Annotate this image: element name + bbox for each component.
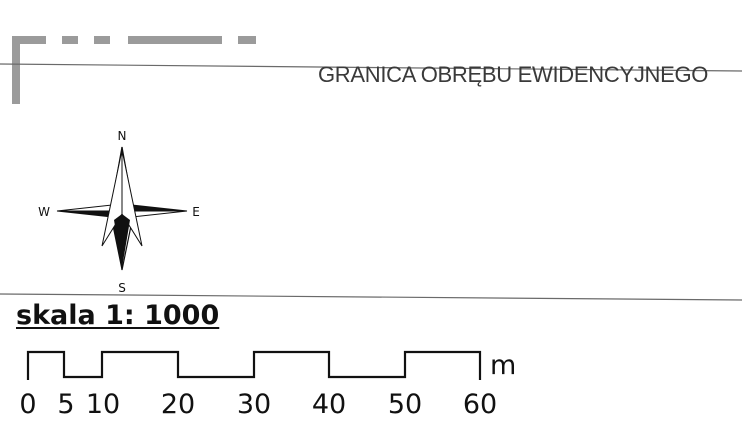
boundary-symbol xyxy=(12,36,256,104)
scale-tick-label: 30 xyxy=(236,389,272,420)
separator-line-middle xyxy=(0,293,742,301)
boundary-symbol-horizontal xyxy=(12,36,46,44)
compass-north-label: N xyxy=(118,129,127,143)
scale-tick-label: 10 xyxy=(85,389,121,420)
scale-title: skala 1: 1000 xyxy=(16,300,220,331)
boundary-dash xyxy=(238,36,256,44)
scale-tick-label: 0 xyxy=(19,389,37,420)
boundary-dash xyxy=(94,36,110,44)
scale-bar xyxy=(26,350,482,380)
scale-tick-label: 50 xyxy=(387,389,423,420)
boundary-dash xyxy=(128,36,222,44)
boundary-symbol-vertical xyxy=(12,36,20,104)
compass-rose: N S W E xyxy=(38,129,200,295)
compass-south-label: S xyxy=(118,281,126,295)
scale-tick-label: 5 xyxy=(57,389,75,420)
compass-west-label: W xyxy=(38,205,50,219)
scale-tick-label: 20 xyxy=(160,389,196,420)
scale-tick-label: 40 xyxy=(311,389,347,420)
compass-east-label: E xyxy=(192,205,200,219)
compass-south-core xyxy=(114,214,130,268)
scale-unit-label: m xyxy=(490,350,517,381)
boundary-label: GRANICA OBRĘBU EWIDENCYJNEGO xyxy=(318,62,709,87)
separator-line-top xyxy=(0,63,742,72)
scale-tick-label: 60 xyxy=(462,389,498,420)
boundary-dash xyxy=(62,36,78,44)
